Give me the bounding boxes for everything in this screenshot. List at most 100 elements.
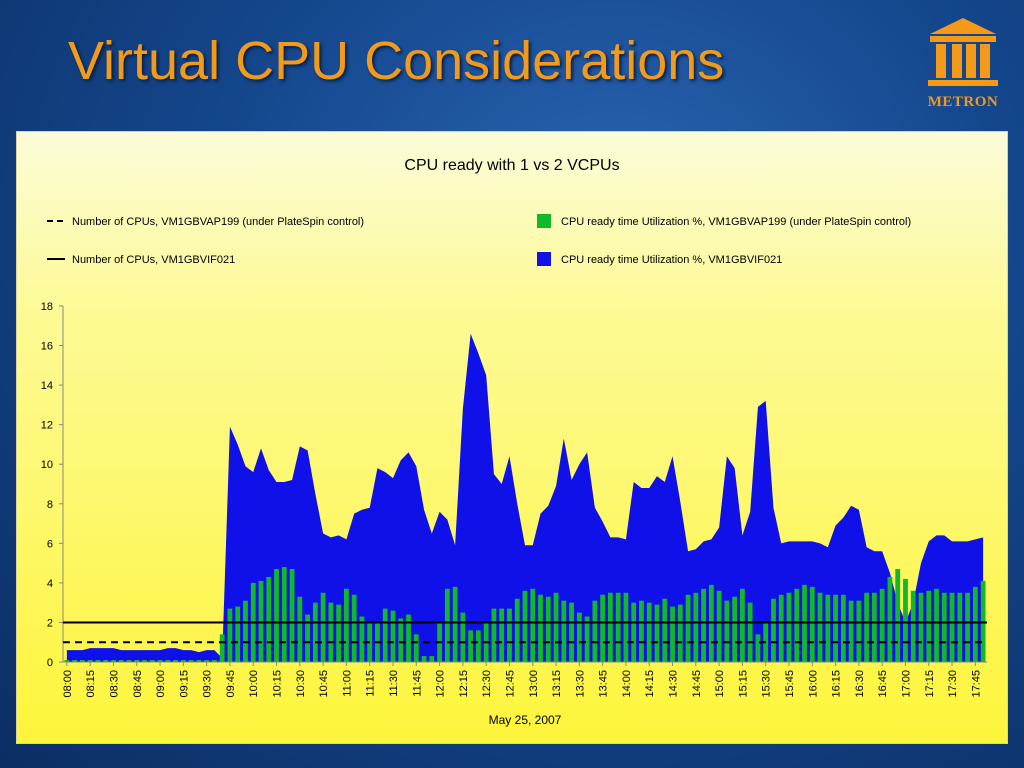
- x-tick-label: 14:00: [621, 670, 633, 698]
- series-area-vm1gbvif021: [66, 333, 984, 662]
- x-axis-label: May 25, 2007: [489, 713, 562, 727]
- bar-vm1gbvap199: [305, 614, 310, 662]
- bar-vm1gbvap199: [569, 602, 574, 662]
- bar-vm1gbvap199: [716, 590, 722, 662]
- bar-vm1gbvap199: [421, 656, 427, 662]
- bar-vm1gbvap199: [576, 612, 582, 662]
- bar-vm1gbvap199: [786, 592, 792, 662]
- bar-vm1gbvap199: [499, 608, 505, 662]
- x-tick-label: 08:30: [108, 670, 120, 698]
- bar-vm1gbvap199: [507, 608, 512, 662]
- bar-vm1gbvap199: [351, 594, 357, 662]
- x-tick-label: 15:45: [784, 670, 796, 698]
- x-tick-label: 12:00: [435, 670, 447, 698]
- bar-vm1gbvap199: [491, 608, 497, 662]
- bar-vm1gbvap199: [413, 634, 419, 662]
- bar-vm1gbvap199: [219, 634, 225, 662]
- bar-vm1gbvap199: [320, 592, 326, 662]
- bar-vm1gbvap199: [553, 592, 559, 662]
- bar-vm1gbvap199: [910, 590, 916, 662]
- bar-vm1gbvap199: [685, 594, 691, 662]
- bar-vm1gbvap199: [429, 656, 435, 662]
- legend-item-2: Number of CPUs, VM1GBVIF021: [47, 254, 235, 266]
- legend-label-4: CPU ready time Utilization %, VM1GBVIF02…: [561, 254, 782, 266]
- bar-vm1gbvap199: [212, 660, 217, 662]
- bar-vm1gbvap199: [693, 592, 699, 662]
- x-tick-label: 17:15: [924, 670, 936, 698]
- x-tick-label: 08:15: [85, 670, 97, 698]
- y-tick-label: 10: [41, 459, 53, 471]
- bar-vm1gbvap199: [344, 588, 349, 662]
- x-tick-label: 08:00: [62, 670, 74, 698]
- bar-vm1gbvap199: [538, 594, 543, 662]
- x-tick-label: 16:45: [877, 670, 889, 698]
- x-tick-label: 12:15: [458, 670, 470, 698]
- bar-vm1gbvap199: [173, 660, 178, 662]
- legend-green-swatch-icon: [537, 214, 551, 228]
- cpu-ready-chart: CPU ready with 1 vs 2 VCPUs Number of CP…: [41, 157, 988, 727]
- x-tick-label: 11:45: [411, 670, 423, 697]
- x-tick-label: 13:45: [598, 670, 610, 698]
- bar-vm1gbvap199: [64, 660, 70, 662]
- bar-vm1gbvap199: [476, 630, 481, 662]
- bar-vm1gbvap199: [118, 660, 124, 662]
- x-tick-label: 10:00: [248, 670, 260, 698]
- bar-vm1gbvap199: [390, 610, 396, 662]
- legend-blue-swatch-icon: [537, 252, 551, 266]
- bar-vm1gbvap199: [165, 660, 171, 662]
- y-tick-label: 8: [47, 499, 53, 511]
- bar-vm1gbvap199: [561, 600, 567, 662]
- bar-vm1gbvap199: [926, 590, 932, 662]
- legend-label-2: Number of CPUs, VM1GBVIF021: [72, 254, 235, 266]
- y-tick-label: 14: [41, 380, 53, 392]
- bar-vm1gbvap199: [809, 586, 815, 662]
- bar-vm1gbvap199: [149, 660, 155, 662]
- bar-vm1gbvap199: [336, 604, 342, 662]
- x-tick-label: 14:15: [644, 670, 656, 698]
- bar-vm1gbvap199: [701, 588, 706, 662]
- bar-vm1gbvap199: [848, 600, 854, 662]
- y-tick-label: 4: [47, 578, 53, 590]
- bar-vm1gbvap199: [592, 600, 598, 662]
- bar-vm1gbvap199: [778, 594, 784, 662]
- bar-vm1gbvap199: [654, 604, 660, 662]
- legend-item-4: CPU ready time Utilization %, VM1GBVIF02…: [537, 252, 782, 266]
- bar-vm1gbvap199: [514, 598, 520, 662]
- x-tick-label: 16:30: [854, 670, 866, 698]
- bar-vm1gbvap199: [794, 588, 800, 662]
- bar-vm1gbvap199: [864, 592, 870, 662]
- legend-label-3: CPU ready time Utilization %, VM1GBVAP19…: [561, 216, 911, 228]
- bar-vm1gbvap199: [227, 608, 233, 662]
- bar-vm1gbvap199: [631, 602, 637, 662]
- legend: Number of CPUs, VM1GBVAP199 (under Plate…: [47, 214, 911, 266]
- bar-vm1gbvap199: [965, 592, 970, 662]
- bar-vm1gbvap199: [328, 602, 334, 662]
- bar-vm1gbvap199: [771, 598, 776, 662]
- chart-panel: CPU ready with 1 vs 2 VCPUs Number of CP…: [16, 131, 1008, 744]
- x-tick-label: 10:45: [318, 670, 330, 698]
- x-tick-label: 09:15: [178, 670, 190, 698]
- bar-vm1gbvap199: [833, 594, 838, 662]
- x-tick-label: 12:45: [504, 670, 516, 698]
- x-tick-label: 09:45: [225, 670, 237, 698]
- column-building-icon: [928, 18, 998, 86]
- x-tick-label: 14:30: [668, 670, 680, 698]
- bar-vm1gbvap199: [903, 578, 908, 662]
- y-tick-label: 16: [41, 341, 53, 353]
- bar-vm1gbvap199: [530, 588, 536, 662]
- x-tick-label: 10:30: [295, 670, 307, 698]
- x-tick-label: 16:15: [831, 670, 843, 698]
- bar-vm1gbvap199: [724, 600, 730, 662]
- bar-vm1gbvap199: [103, 660, 109, 662]
- bar-vm1gbvap199: [957, 592, 963, 662]
- bar-vm1gbvap199: [887, 576, 893, 662]
- bar-vm1gbvap199: [639, 600, 644, 662]
- bar-vm1gbvap199: [972, 586, 978, 662]
- bar-vm1gbvap199: [142, 660, 147, 662]
- slide-title: Virtual CPU Considerations: [68, 31, 725, 91]
- x-tick-label: 09:00: [155, 670, 167, 698]
- bar-vm1gbvap199: [949, 592, 955, 662]
- x-tick-label: 15:00: [714, 670, 726, 698]
- bar-vm1gbvap199: [460, 612, 466, 662]
- x-tick-label: 11:00: [341, 670, 353, 697]
